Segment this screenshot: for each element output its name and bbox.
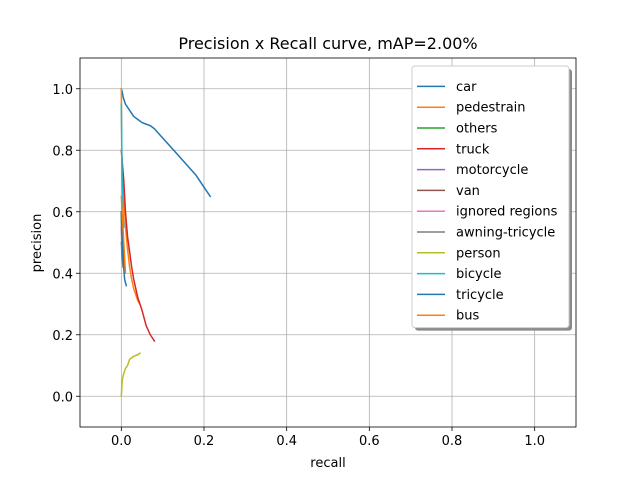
series-line-0 <box>120 87 212 198</box>
legend: car pedestrain others truck motorcycle van ign… <box>411 65 572 331</box>
legend-box <box>411 65 570 329</box>
series-line-10 <box>120 210 128 287</box>
legend-label: motorcycle <box>456 163 528 178</box>
y-tick-label: 0.6 <box>52 206 73 221</box>
legend-label: others <box>456 122 498 137</box>
x-tick-label: 0.6 <box>359 434 380 449</box>
legend-label: pedestrain <box>456 101 526 116</box>
y-axis-label: precision <box>30 214 45 273</box>
legend-label: car <box>456 80 477 95</box>
legend-label: ignored regions <box>456 205 558 220</box>
y-tick-label: 0.2 <box>52 329 73 344</box>
y-tick-label: 0.0 <box>52 390 73 405</box>
x-tick-label: 0.4 <box>276 434 297 449</box>
x-tick-label: 0.0 <box>111 434 132 449</box>
plot-series <box>120 87 212 398</box>
x-tick-label: 1.0 <box>524 434 545 449</box>
x-tick-label: 0.2 <box>194 434 215 449</box>
legend-label: bus <box>456 309 479 324</box>
legend-label: van <box>456 184 480 199</box>
legend-label: tricycle <box>456 288 504 303</box>
legend-label: bicycle <box>456 267 501 282</box>
chart-title: Precision x Recall curve, mAP=2.00% <box>178 34 477 53</box>
series-line-9 <box>120 103 125 228</box>
axis-ticks: 0.0 0.2 0.4 0.6 0.8 1.0 0.0 0.2 0.4 0.6 0.8 1.0 <box>52 83 545 449</box>
legend-label: awning-tricycle <box>456 226 555 241</box>
y-tick-label: 1.0 <box>52 83 73 98</box>
legend-label: truck <box>456 142 490 157</box>
y-tick-label: 0.8 <box>52 144 73 159</box>
plot-area-frame <box>79 57 577 428</box>
y-tick-label: 0.4 <box>52 267 73 282</box>
series-line-11 <box>120 195 127 275</box>
x-axis-label: recall <box>310 456 345 471</box>
legend-label: person <box>456 246 501 261</box>
x-tick-label: 0.8 <box>442 434 463 449</box>
series-line-8 <box>120 352 141 398</box>
series-line-3 <box>120 149 156 342</box>
